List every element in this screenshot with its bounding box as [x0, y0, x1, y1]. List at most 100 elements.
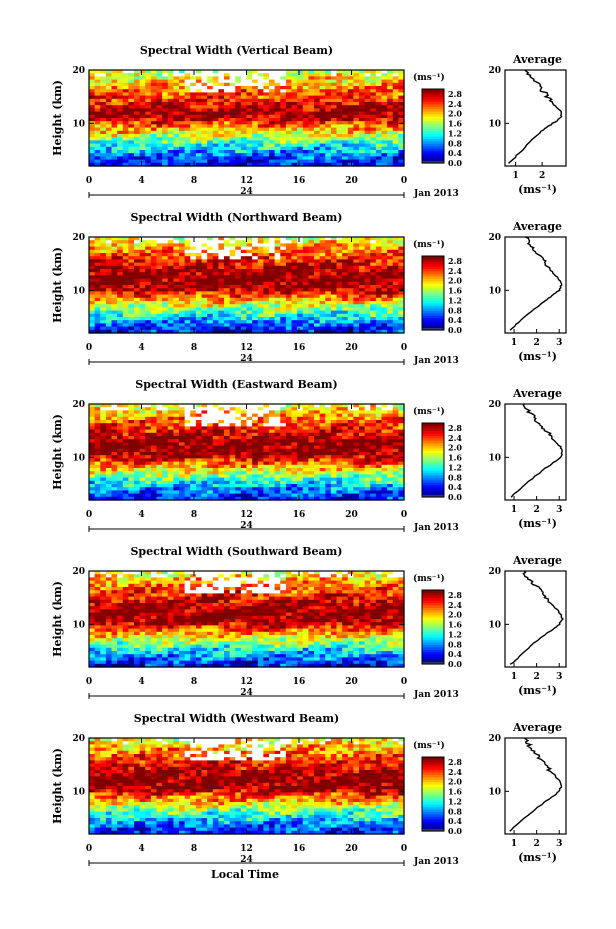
heatmap-cell [224, 445, 231, 450]
heatmap-cell [122, 413, 129, 418]
heatmap-cell [117, 317, 124, 321]
heatmap-cell [173, 246, 180, 251]
heatmap-cell [162, 130, 169, 135]
heatmap-cell [184, 288, 191, 292]
heatmap-cell [364, 313, 371, 318]
heatmap-cell [308, 240, 315, 244]
heatmap-cell [314, 105, 321, 109]
heatmap-cell [190, 86, 197, 90]
heatmap-cell [190, 249, 197, 254]
heatmap-cell [111, 237, 118, 241]
heatmap-cell [359, 89, 366, 93]
heatmap-cell [387, 102, 394, 106]
heatmap-cell [156, 162, 163, 167]
heatmap-cell [246, 70, 253, 74]
heatmap-cell [269, 413, 276, 418]
heatmap-cell [156, 159, 163, 164]
heatmap-cell [364, 82, 371, 87]
heatmap-cell [184, 86, 191, 90]
heatmap-cell [297, 477, 304, 482]
heatmap-cell [224, 73, 231, 77]
colorbar-band [422, 96, 444, 100]
heatmap-cell [347, 249, 354, 254]
colorbar-band [422, 123, 444, 127]
heatmap-cell [274, 76, 281, 81]
heatmap-cell [302, 429, 309, 434]
heatmap-cell [167, 429, 174, 434]
heatmap-cell [134, 281, 141, 286]
colorbar-band [422, 288, 444, 292]
heatmap-cell [100, 326, 107, 331]
heatmap-cell [162, 458, 169, 463]
heatmap-cell [246, 82, 253, 87]
heatmap-cell [229, 146, 236, 151]
heatmap-cell [285, 420, 293, 424]
heatmap-cell [179, 137, 186, 141]
heatmap-cell [201, 404, 208, 408]
heatmap-cell [269, 79, 276, 84]
heatmap-cell [207, 259, 214, 264]
heatmap-cell [297, 130, 304, 135]
heatmap-cell [347, 259, 354, 264]
heatmap-cell [122, 146, 129, 151]
heatmap-cell [398, 249, 405, 254]
heatmap-cell [257, 143, 264, 148]
heatmap-cell [145, 153, 152, 157]
heatmap-cell [291, 471, 298, 475]
heatmap-cell [359, 237, 366, 241]
heatmap-cell [195, 432, 203, 437]
heatmap-cell [269, 468, 276, 472]
heatmap-cell [207, 310, 214, 315]
heatmap-cell [117, 301, 124, 305]
heatmap-cell [308, 436, 315, 440]
heatmap-cell [100, 439, 107, 443]
heatmap-cell [285, 143, 293, 148]
heatmap-cell [246, 329, 253, 334]
heatmap-cell [285, 326, 293, 331]
heatmap-cell [179, 114, 186, 119]
heatmap-cell [167, 86, 174, 90]
heatmap-cell [353, 326, 360, 331]
heatmap-cell [392, 329, 399, 334]
heatmap-cell [117, 162, 124, 167]
heatmap-cell [274, 326, 281, 331]
heatmap-cell [139, 304, 146, 308]
heatmap-cell [184, 461, 191, 466]
heatmap-cell [302, 323, 309, 328]
heatmap-cell [117, 253, 124, 257]
heatmap-cell [381, 249, 388, 254]
heatmap-cell [370, 439, 377, 443]
heatmap-cell [375, 118, 383, 122]
heatmap-cell [359, 436, 366, 440]
heatmap-cell [263, 102, 270, 106]
heatmap-cell [150, 95, 158, 100]
heatmap-cell [314, 464, 321, 469]
heatmap-cell [94, 471, 101, 475]
heatmap-cell [280, 134, 287, 138]
heatmap-cell [89, 118, 96, 122]
heatmap-cell [173, 326, 180, 331]
heatmap-cell [398, 246, 405, 251]
heatmap-cell [184, 162, 191, 167]
heatmap-cell [280, 249, 287, 254]
heatmap-cell [269, 416, 276, 421]
heatmap-cell [100, 410, 107, 415]
heatmap-cell [314, 159, 321, 164]
heatmap-cell [173, 448, 180, 453]
heatmap-cell [122, 262, 129, 267]
heatmap-cell [218, 153, 225, 157]
heatmap-cell [359, 310, 366, 315]
heatmap-cell [325, 310, 332, 315]
heatmap-cell [342, 73, 349, 77]
colorbar-tick-label: 2.0 [448, 109, 462, 119]
heatmap-cell [302, 461, 309, 466]
heatmap-cell [190, 143, 197, 148]
heatmap-cell [162, 140, 169, 145]
heatmap-cell [370, 249, 377, 254]
heatmap-cell [195, 102, 203, 106]
heatmap-cell [201, 102, 208, 106]
heatmap-cell [105, 114, 113, 119]
heatmap-cell [190, 461, 197, 466]
heatmap-cell [364, 134, 371, 138]
heatmap-cell [94, 150, 101, 154]
